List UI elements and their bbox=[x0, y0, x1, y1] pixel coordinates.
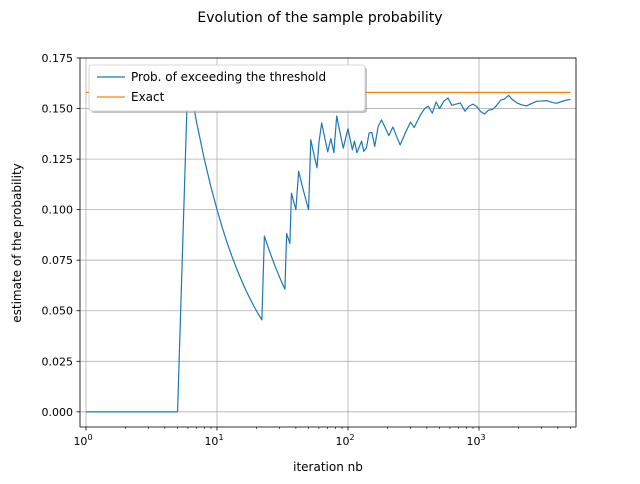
plot-area bbox=[80, 57, 576, 427]
x-tick-label: 100 bbox=[73, 433, 92, 448]
y-axis: 0.000 0.025 0.050 0.075 0.100 0.125 0.150 0.175 bbox=[42, 52, 80, 419]
x-tick-label: 101 bbox=[204, 433, 223, 448]
x-axis-label: iteration nb bbox=[293, 460, 363, 474]
y-axis-label: estimate of the probability bbox=[10, 163, 24, 323]
axes: 100 101 102 103 0.0000.0250.0500.0750.1000.… bbox=[42, 52, 577, 448]
x-axis: 100 101 102 103 bbox=[73, 427, 571, 448]
y-tick-label: 0.050 bbox=[42, 305, 74, 318]
legend-label: Prob. of exceeding the threshold bbox=[131, 70, 326, 84]
plot-background bbox=[80, 58, 576, 427]
x-tick-label: 102 bbox=[335, 433, 354, 448]
plot-frame bbox=[79, 57, 577, 428]
y-tick-label: 0.100 bbox=[42, 204, 74, 217]
legend-label: Exact bbox=[131, 90, 165, 104]
y-tick-label: 0.175 bbox=[42, 52, 74, 65]
y-tick-label: 0.075 bbox=[42, 254, 74, 267]
legend: Prob. of exceeding the threshold Exact bbox=[88, 64, 367, 113]
y-tick-label: 0.150 bbox=[42, 103, 74, 116]
series-line-prob-of-exceeding-the-threshold bbox=[85, 74, 571, 413]
chart-title: Evolution of the sample probability bbox=[197, 10, 442, 26]
y-tick-label: 0.125 bbox=[42, 153, 74, 166]
y-tick-label: 0.000 bbox=[42, 406, 74, 419]
y-tick-label: 0.025 bbox=[42, 355, 74, 368]
legend-box bbox=[88, 64, 366, 112]
x-tick-label: 103 bbox=[466, 433, 485, 448]
